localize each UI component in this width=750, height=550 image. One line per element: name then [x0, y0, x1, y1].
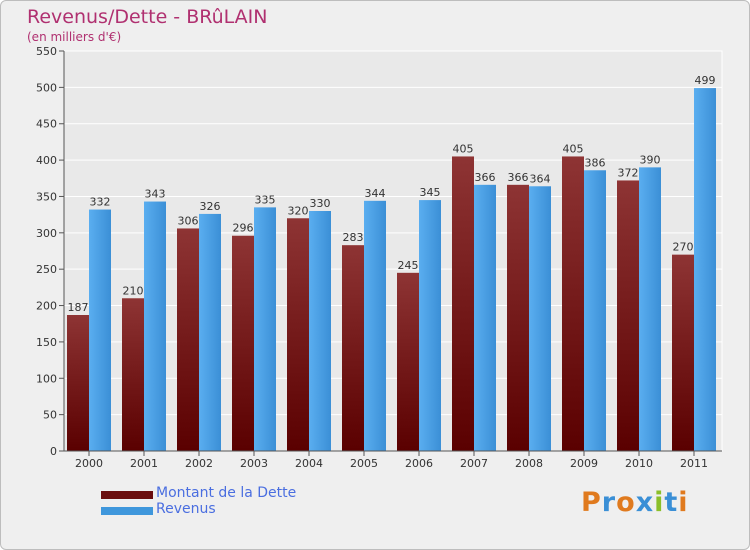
data-label-revenus: 364 — [530, 172, 551, 185]
bar-debt — [122, 298, 144, 451]
y-tick-label: 350 — [36, 190, 57, 203]
bar-debt — [342, 245, 364, 451]
x-axis: 2000 2001 2002 2003 2004 2005 2006 2007 2008 2009… — [64, 450, 722, 470]
data-label-revenus: 390 — [640, 153, 661, 166]
y-tick-label: 50 — [43, 409, 57, 422]
data-label-revenus: 345 — [420, 186, 441, 199]
data-label-debt: 283 — [343, 231, 364, 244]
logo-letter: o — [616, 487, 636, 518]
grid-lines — [64, 50, 722, 416]
x-tick-label: 2002 — [185, 457, 213, 470]
data-label-revenus: 343 — [145, 188, 166, 201]
bar-revenus — [89, 209, 111, 451]
x-tick-label: 2010 — [625, 457, 653, 470]
legend-label-revenus: Revenus — [156, 501, 216, 517]
data-label-debt: 245 — [398, 259, 419, 272]
bar-debt — [507, 184, 529, 451]
data-label-debt: 405 — [563, 142, 584, 155]
bar-debt — [397, 272, 419, 451]
data-label-debt: 187 — [68, 301, 89, 314]
y-axis: 0 50 100 150 200 250 300 350 400 450 500 550 — [36, 45, 65, 458]
bar-revenus — [694, 88, 716, 451]
data-label-revenus: 386 — [585, 156, 606, 169]
y-tick-label: 150 — [36, 336, 57, 349]
x-tick-label: 2008 — [515, 457, 543, 470]
bar-revenus — [309, 211, 331, 451]
logo-letter: x — [635, 487, 655, 518]
bar-debt — [562, 156, 584, 452]
data-label-debt: 320 — [288, 204, 309, 217]
y-tick-label: 300 — [36, 227, 57, 240]
bar-debt — [177, 228, 199, 451]
bar-debt — [672, 254, 694, 451]
logo-letter: i — [654, 487, 665, 518]
bar-revenus — [364, 200, 386, 451]
x-tick-label: 2006 — [405, 457, 433, 470]
data-label-debt: 405 — [453, 142, 474, 155]
data-label-revenus: 335 — [255, 193, 276, 206]
y-tick-label: 500 — [36, 81, 57, 94]
y-tick-label: 0 — [50, 445, 57, 458]
legend-label-debt: Montant de la Dette — [156, 485, 297, 501]
y-tick-label: 450 — [36, 118, 57, 131]
x-tick-label: 2005 — [350, 457, 378, 470]
bar-revenus — [254, 207, 276, 451]
y-tick-label: 550 — [36, 45, 57, 58]
legend-swatch-debt — [101, 491, 153, 499]
x-tick-label: 2001 — [130, 457, 158, 470]
data-label-revenus: 366 — [475, 171, 496, 184]
x-tick-label: 2000 — [75, 457, 103, 470]
bars — [67, 88, 716, 452]
x-tick-label: 2007 — [460, 457, 488, 470]
x-tick-label: 2004 — [295, 457, 323, 470]
bar-debt — [452, 156, 474, 452]
logo-letter: r — [601, 487, 617, 518]
data-label-debt: 210 — [123, 284, 144, 297]
bar-debt — [67, 315, 89, 451]
y-tick-label: 250 — [36, 263, 57, 276]
data-label-revenus: 326 — [200, 200, 221, 213]
bar-debt — [287, 218, 309, 451]
x-tick-label: 2003 — [240, 457, 268, 470]
x-tick-label: 2009 — [570, 457, 598, 470]
data-label-revenus: 344 — [365, 187, 386, 200]
logo-letter: t — [664, 487, 679, 518]
bar-revenus — [474, 184, 496, 451]
legend-swatch-revenus — [101, 507, 153, 515]
bar-revenus — [584, 170, 606, 452]
bar-revenus — [419, 200, 441, 451]
bar-revenus — [199, 213, 221, 451]
bar-revenus — [639, 167, 661, 451]
data-label-debt: 366 — [508, 171, 529, 184]
chart-subtitle: (en milliers d'€) — [27, 30, 122, 44]
bar-revenus — [144, 201, 166, 451]
data-label-debt: 306 — [178, 214, 199, 227]
proxiti-logo: Proxiti — [581, 487, 689, 518]
y-tick-label: 200 — [36, 300, 57, 313]
x-tick-label: 2011 — [680, 457, 708, 470]
logo-letter: i — [678, 487, 689, 518]
plot-area — [63, 50, 723, 452]
data-label-debt: 296 — [233, 222, 254, 235]
bar-revenus — [529, 186, 551, 452]
logo-letter: P — [581, 487, 602, 518]
data-label-revenus: 499 — [695, 74, 716, 87]
bar-debt — [617, 180, 639, 452]
y-tick-label: 400 — [36, 154, 57, 167]
data-label-debt: 270 — [673, 241, 694, 254]
bar-debt — [232, 235, 254, 451]
y-tick-label: 100 — [36, 372, 57, 385]
data-label-revenus: 330 — [310, 197, 331, 210]
data-label-revenus: 332 — [90, 196, 111, 209]
data-label-debt: 372 — [618, 166, 639, 179]
chart-title: Revenus/Dette - BRûLAIN — [27, 6, 268, 28]
